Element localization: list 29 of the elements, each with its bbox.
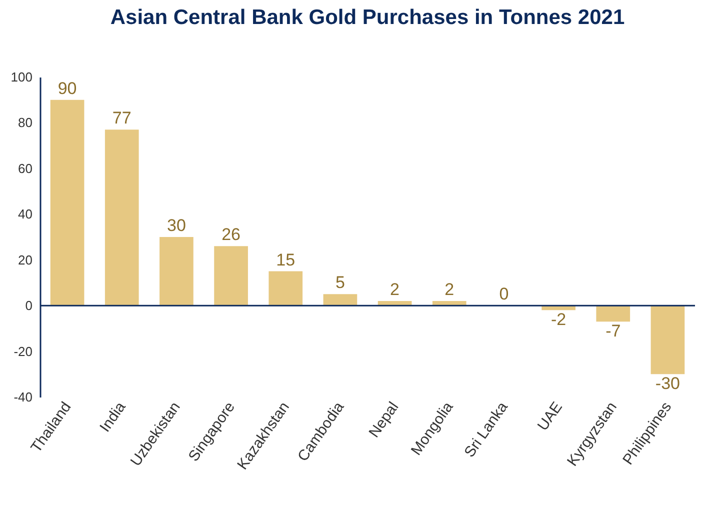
y-tick-label: -20	[14, 344, 32, 359]
data-label: -2	[550, 310, 566, 330]
data-label: 5	[335, 273, 345, 292]
bar	[596, 306, 630, 322]
y-tick-label: 20	[18, 252, 32, 268]
data-label: 2	[444, 280, 454, 299]
bar	[323, 294, 358, 306]
data-label: 0	[499, 284, 509, 304]
y-tick-label: 60	[18, 160, 32, 176]
data-label: -7	[606, 322, 621, 341]
data-label: 15	[276, 250, 296, 270]
data-label: 2	[390, 280, 400, 299]
bar	[214, 246, 248, 306]
y-tick-label: 0	[25, 298, 32, 314]
bar	[268, 271, 303, 306]
data-label: 90	[58, 78, 77, 98]
bar	[650, 306, 685, 374]
chart-title: Asian Central Bank Gold Purchases in Tonnes 2021	[110, 6, 625, 29]
y-tick-label: 100	[10, 70, 32, 84]
bar	[50, 100, 84, 306]
bar	[160, 237, 194, 306]
y-tick-label: 80	[18, 115, 32, 130]
data-label: 77	[112, 108, 132, 128]
data-label: 26	[222, 225, 241, 244]
data-label: 30	[166, 216, 186, 235]
bar	[104, 130, 139, 306]
data-label: -30	[655, 374, 680, 394]
y-tick-label: -40	[14, 390, 32, 404]
y-tick-label: 40	[18, 206, 32, 222]
